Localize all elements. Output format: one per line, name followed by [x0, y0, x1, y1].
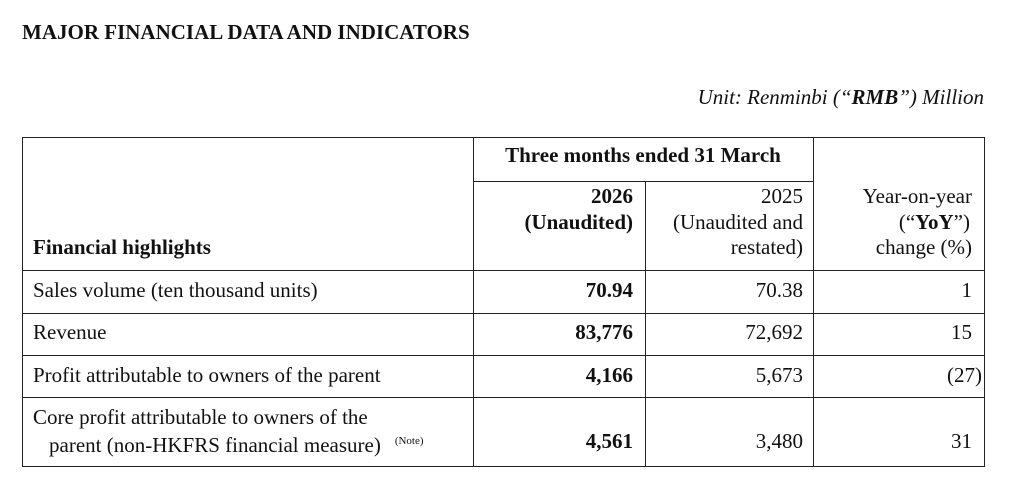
header-text: (“ [898, 210, 916, 234]
prior-value: 5,673 [755, 363, 803, 387]
rule [22, 137, 985, 138]
unit-text: ”) Million [898, 85, 984, 109]
note-ref: (Note) [394, 435, 424, 447]
rule [473, 137, 474, 467]
current-value: 4,166 [585, 363, 633, 387]
period-header: Three months ended 31 March [505, 143, 781, 167]
rule [22, 270, 985, 271]
yoy-value: 15 [951, 320, 972, 344]
row-label: Sales volume (ten thousand units) [33, 278, 318, 302]
row-label: Revenue [33, 320, 107, 344]
rule [22, 313, 985, 314]
prior-value: 3,480 [755, 429, 803, 453]
prior-value: 70.38 [755, 278, 803, 302]
current-value: 4,561 [585, 429, 633, 453]
column-header: (“YoY”) [899, 210, 970, 234]
row-label: Profit attributable to owners of the par… [33, 363, 381, 387]
unit-bold: RMB [851, 85, 899, 109]
header-text: ”) [953, 210, 970, 234]
row-header: Financial highlights [33, 235, 211, 259]
column-header: 2025 [761, 184, 803, 208]
column-header: Year-on-year [862, 184, 972, 208]
rule [22, 137, 23, 467]
header-bold: YoY [915, 210, 954, 234]
note: (Note) [395, 433, 424, 457]
yoy-value: 1 [961, 278, 973, 302]
rule [22, 355, 985, 356]
current-value: 70.94 [585, 278, 633, 302]
rule [22, 397, 985, 398]
column-header: change (%) [875, 235, 972, 259]
rule [473, 181, 813, 182]
unit: Unit: Renminbi (“RMB”) Million [698, 85, 984, 109]
prior-value: 72,692 [745, 320, 803, 344]
row-label: Core profit attributable to owners of th… [33, 405, 368, 429]
row-label: parent (non-HKFRS financial measure) (Not… [49, 433, 424, 457]
title: MAJOR FINANCIAL DATA AND INDICATORS [22, 20, 470, 44]
rule [22, 466, 985, 467]
column-header: (Unaudited and [672, 210, 803, 234]
current-value: 83,776 [575, 320, 633, 344]
rule [813, 137, 814, 467]
column-header: (Unaudited) [524, 210, 633, 234]
column-header: restated) [730, 235, 803, 259]
rule [645, 181, 646, 467]
column-header: 2026 [591, 184, 633, 208]
rule [984, 137, 985, 467]
unit-text: Unit: Renminbi (“ [697, 85, 852, 109]
yoy-value: (27) [947, 363, 982, 387]
yoy-value: 31 [951, 429, 972, 453]
